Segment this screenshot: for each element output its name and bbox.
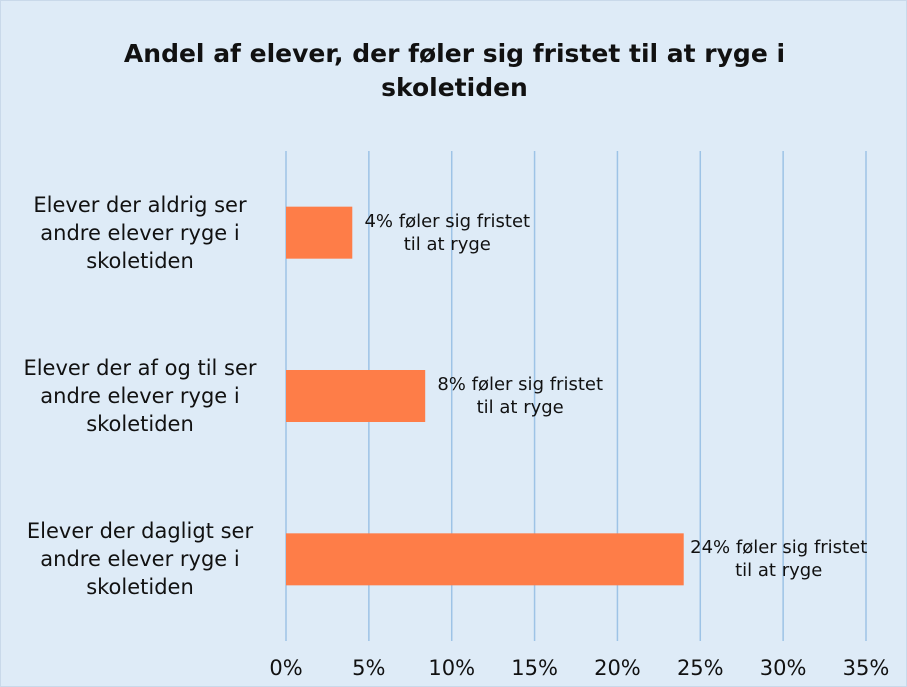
x-tick-label: 15% [511, 656, 558, 680]
bar [286, 206, 353, 259]
x-tick-label: 25% [676, 656, 724, 680]
bar [286, 370, 426, 422]
data-label: 4% føler sig fristet til at ryge [364, 210, 531, 255]
y-tick-label: Elever der af og til ser andre elever ry… [23, 356, 257, 436]
bar [286, 533, 684, 586]
x-tick-label: 0% [269, 656, 303, 680]
x-tick-label: 10% [428, 656, 476, 680]
y-tick-label: Elever der aldrig ser andre elever ryge … [33, 192, 247, 273]
data-label: 8% føler sig fristet til at ryge [437, 374, 604, 418]
y-tick-label: Elever der dagligt ser andre elever ryge… [26, 519, 254, 600]
data-label: 24% føler sig fristet til at ryge [690, 537, 868, 582]
x-tick-label: 35% [842, 656, 890, 680]
x-tick-label: 5% [352, 656, 386, 680]
x-tick-label: 30% [759, 656, 807, 680]
chart-title: Andel af elever, der føler sig fristet t… [123, 39, 786, 102]
x-tick-label: 20% [594, 656, 641, 680]
